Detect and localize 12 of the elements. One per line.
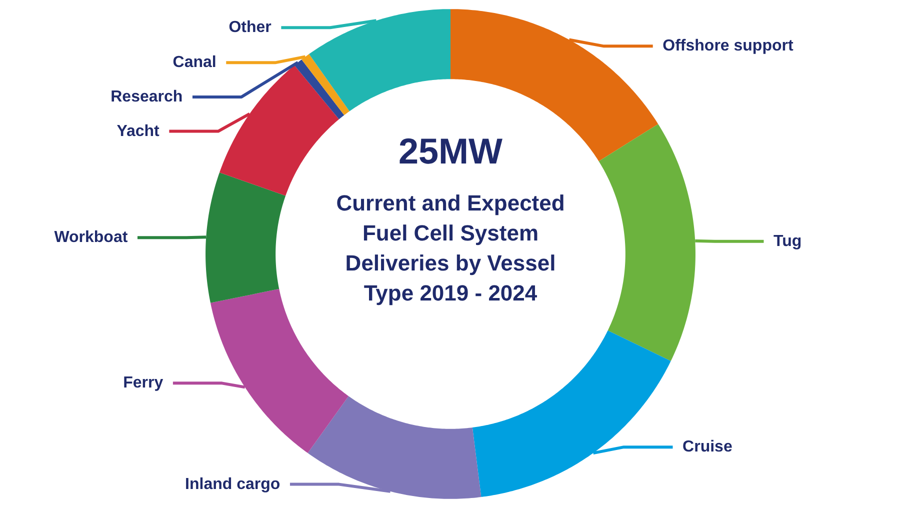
slice-label: Yacht bbox=[116, 122, 160, 140]
text: Current and Expected Fuel Cell System Deliveries by Vessel Type 2019 - 2024 bbox=[336, 190, 565, 306]
text: 25MW bbox=[398, 130, 503, 172]
slice-label: Tug bbox=[774, 232, 802, 250]
slice-label: Research bbox=[110, 88, 183, 106]
slice-label: Canal bbox=[172, 54, 216, 72]
slice-label: Cruise bbox=[682, 438, 732, 456]
slice-label: Ferry bbox=[123, 374, 164, 392]
slice-label: Inland cargo bbox=[185, 476, 280, 493]
slice-label: Workboat bbox=[54, 229, 128, 246]
slice-label: Offshore support bbox=[662, 38, 794, 55]
slice-label: Other bbox=[228, 19, 272, 36]
